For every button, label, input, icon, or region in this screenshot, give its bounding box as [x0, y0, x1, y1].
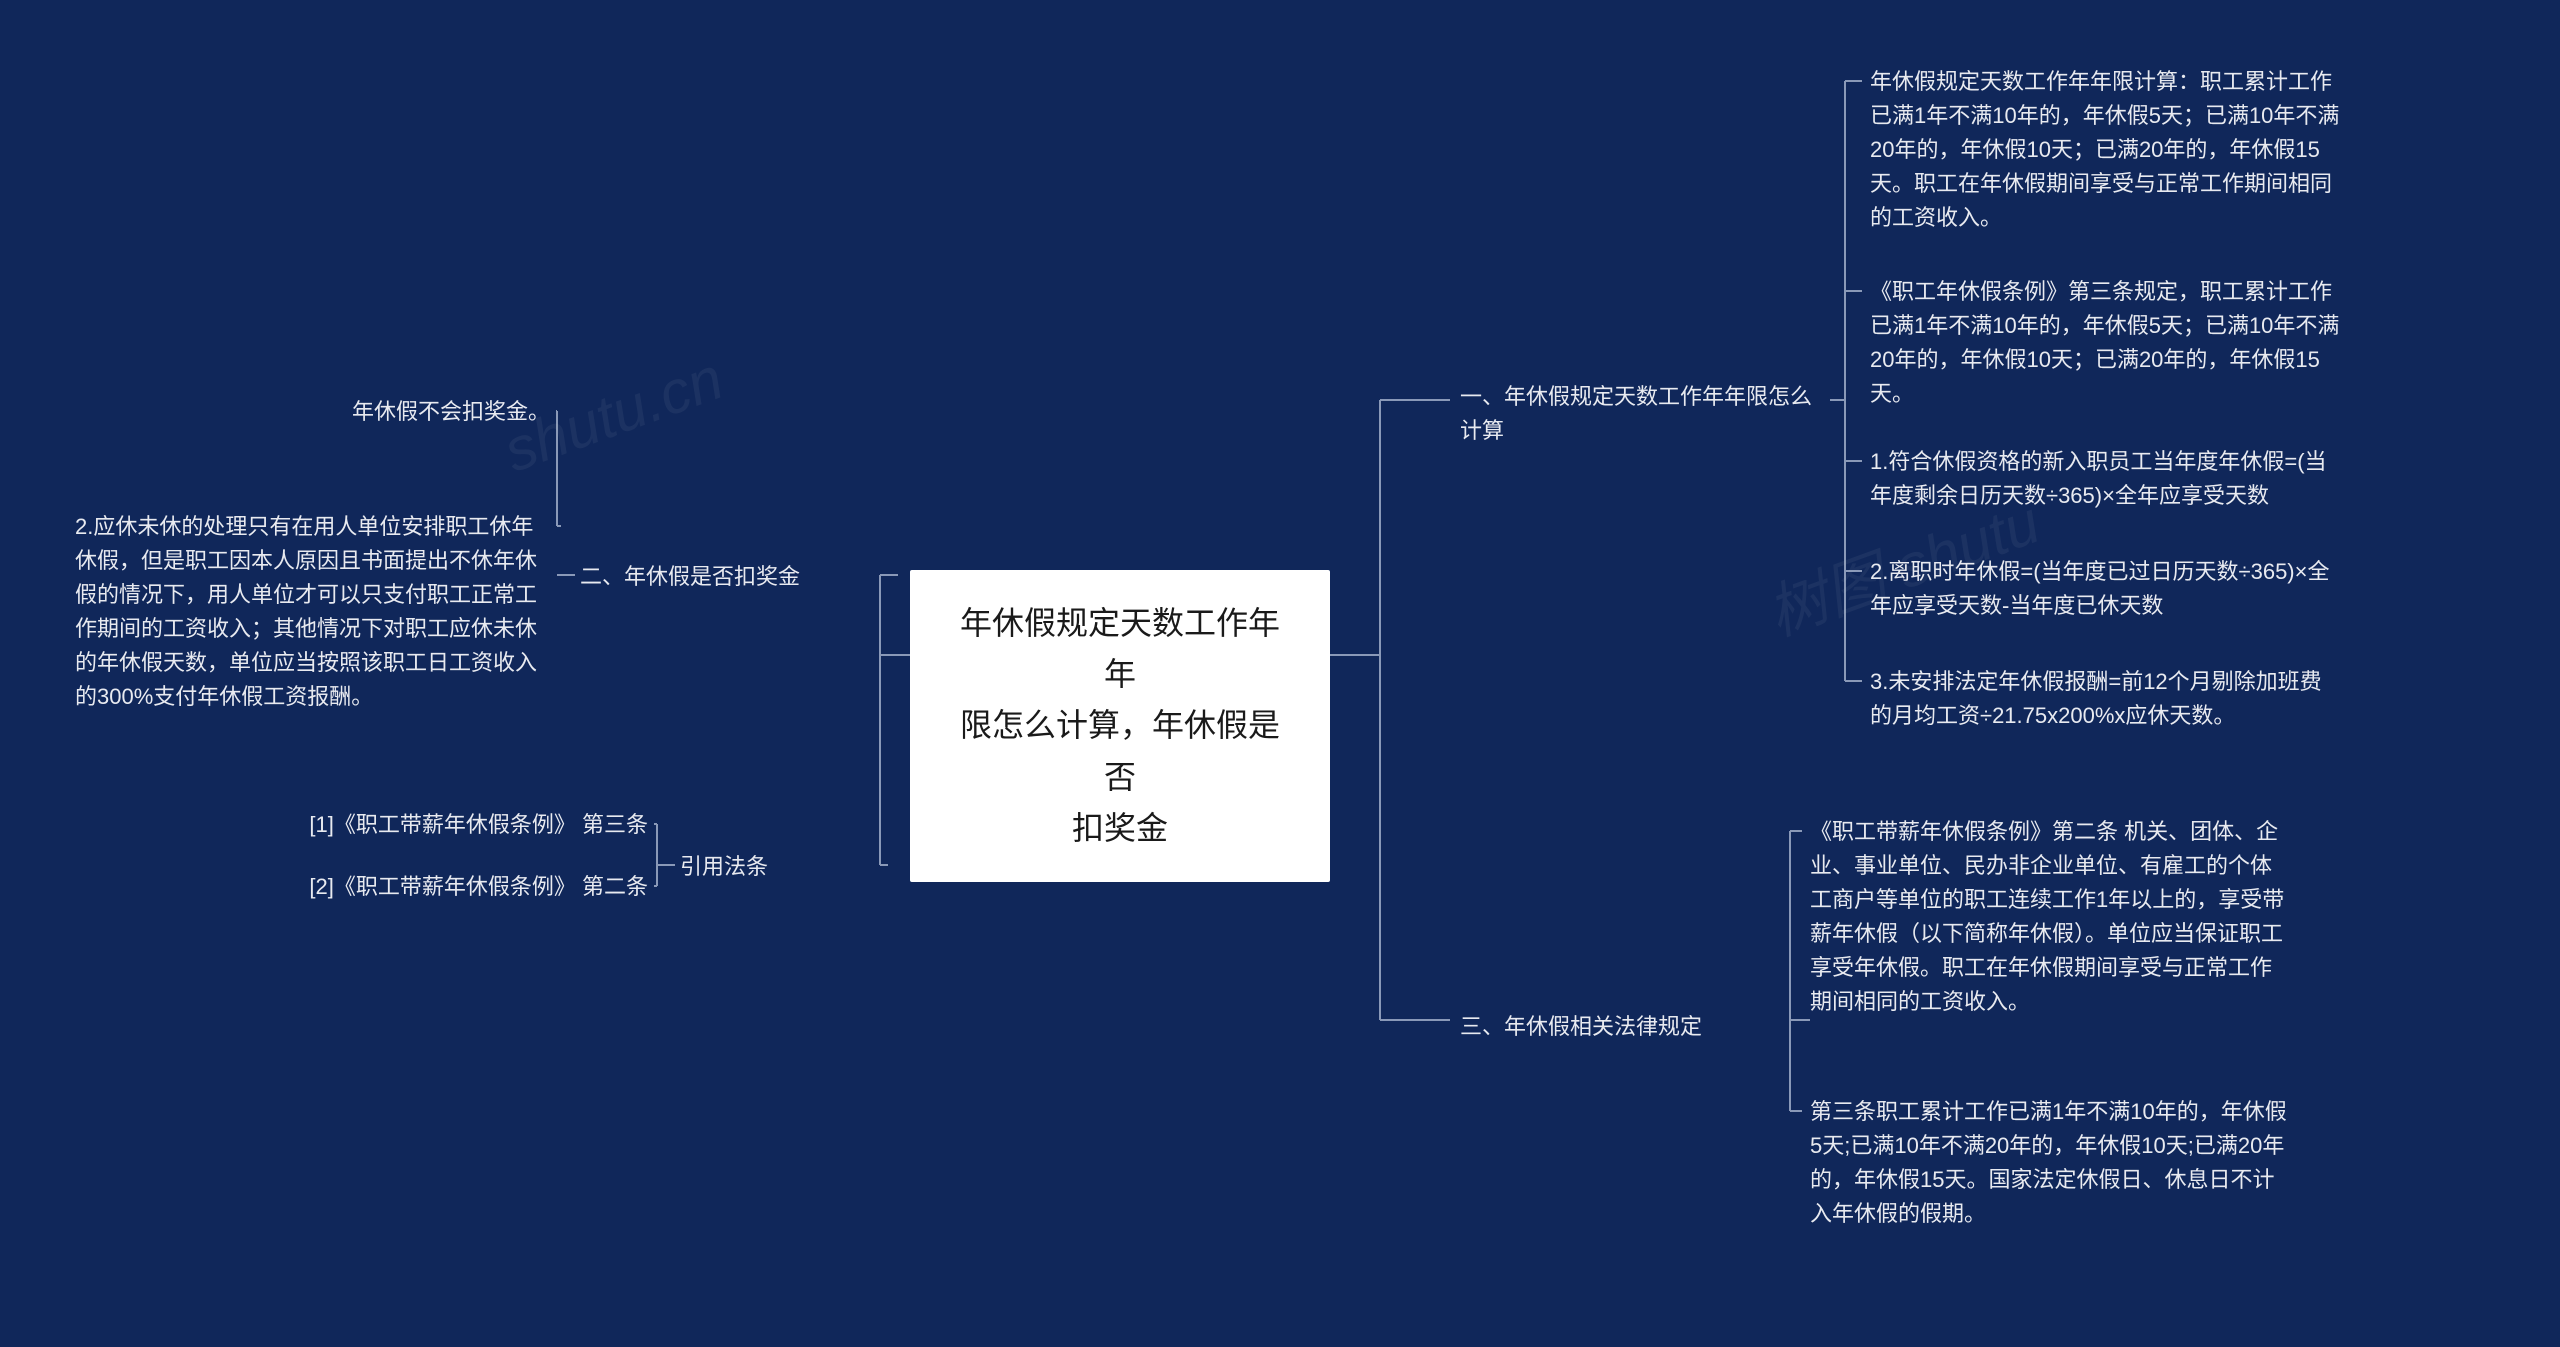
leaf-node: 年休假规定天数工作年年限计算：职工累计工作已满1年不满10年的，年休假5天；已满…	[1870, 65, 2340, 235]
leaf-node: 2.应休未休的处理只有在用人单位安排职工休年休假，但是职工因本人原因且书面提出不…	[75, 510, 555, 715]
leaf-node: 3.未安排法定年休假报酬=前12个月剔除加班费的月均工资÷21.75x200%x…	[1870, 665, 2340, 733]
branch-label: 引用法条	[680, 850, 880, 884]
branch-label: 一、年休假规定天数工作年年限怎么计算	[1460, 380, 1820, 448]
leaf-node: 《职工带薪年休假条例》第二条 机关、团体、企业、事业单位、民办非企业单位、有雇工…	[1810, 815, 2290, 1020]
leaf-node: 《职工年休假条例》第三条规定，职工累计工作已满1年不满10年的，年休假5天；已满…	[1870, 275, 2340, 411]
leaf-node: 年休假不会扣奖金。	[290, 395, 550, 429]
leaf-node: 第三条职工累计工作已满1年不满10年的，年休假5天;已满10年不满20年的，年休…	[1810, 1095, 2290, 1231]
leaf-node: [2]《职工带薪年休假条例》 第二条	[268, 870, 648, 904]
mindmap-root: 年休假规定天数工作年年 限怎么计算，年休假是否 扣奖金	[910, 570, 1330, 882]
branch-label: 三、年休假相关法律规定	[1460, 1010, 1800, 1044]
leaf-node: [1]《职工带薪年休假条例》 第三条	[268, 808, 648, 842]
leaf-node: 1.符合休假资格的新入职员工当年度年休假=(当年度剩余日历天数÷365)×全年应…	[1870, 445, 2340, 513]
leaf-node: 2.离职时年休假=(当年度已过日历天数÷365)×全年应享受天数-当年度已休天数	[1870, 555, 2340, 623]
branch-label: 二、年休假是否扣奖金	[580, 560, 880, 594]
